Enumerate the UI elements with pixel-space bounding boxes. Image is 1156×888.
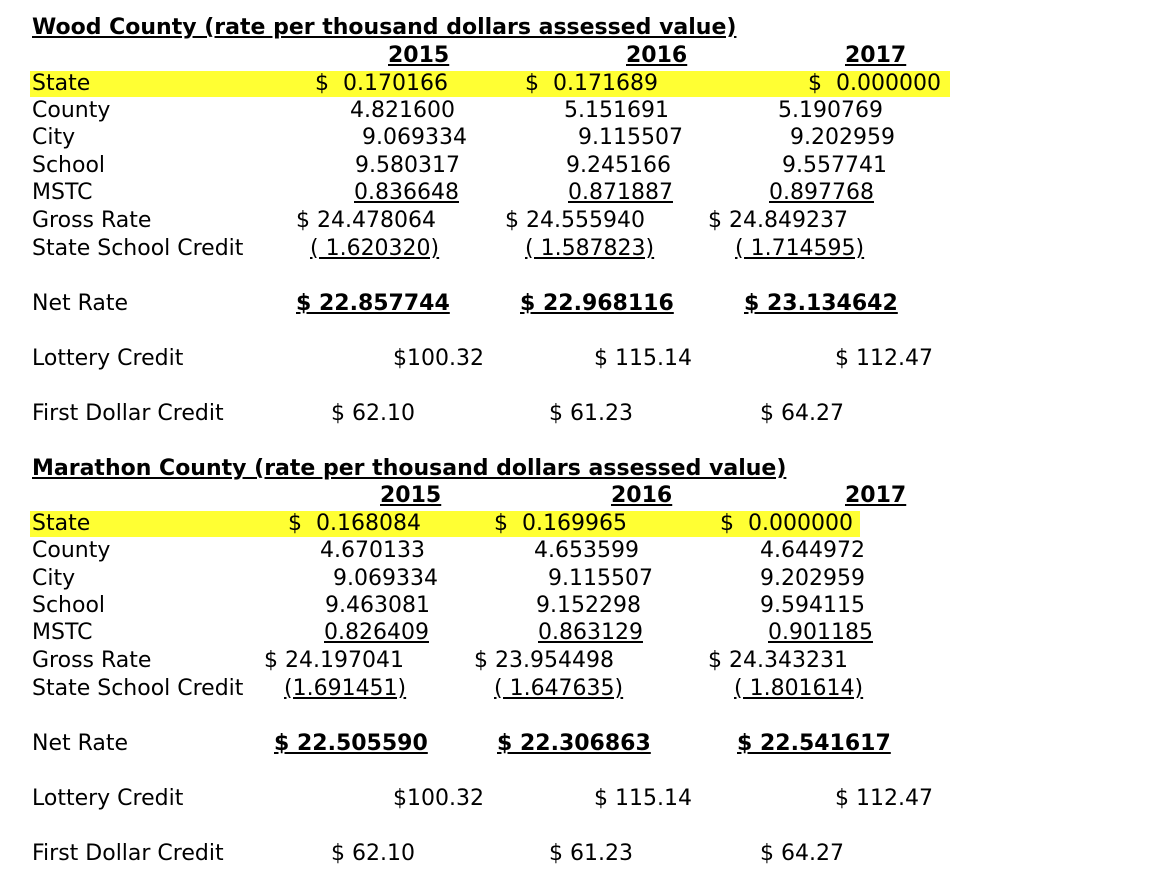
marathon-credit-2016: ( 1.647635): [494, 676, 624, 701]
marathon-city-2015: 9.069334: [333, 566, 438, 591]
wood-gross-label: Gross Rate: [32, 208, 152, 233]
wood-first-dollar-2017: $ 64.27: [760, 401, 844, 426]
wood-gross-2015: $ 24.478064: [296, 208, 436, 233]
wood-state-2017: $ 0.000000: [808, 71, 941, 96]
marathon-gross-label: Gross Rate: [32, 648, 152, 673]
wood-first-dollar-2016: $ 61.23: [549, 401, 633, 426]
wood-city-2017: 9.202959: [790, 125, 895, 150]
marathon-lottery-label: Lottery Credit: [32, 786, 184, 811]
marathon-year-2017: 2017: [845, 483, 907, 508]
wood-credit-label: State School Credit: [32, 236, 244, 261]
wood-city-2016: 9.115507: [578, 125, 683, 150]
marathon-state-label: State: [32, 511, 91, 536]
wood-city-label: City: [32, 125, 76, 150]
marathon-city-2017: 9.202959: [760, 566, 865, 591]
marathon-city-label: City: [32, 566, 76, 591]
marathon-school-2016: 9.152298: [536, 593, 641, 618]
marathon-gross-2015: $ 24.197041: [264, 648, 404, 673]
marathon-county-2016: 4.653599: [534, 538, 639, 563]
wood-county-2016: 5.151691: [564, 98, 669, 123]
marathon-gross-2016: $ 23.954498: [474, 648, 614, 673]
wood-title: Wood County (rate per thousand dollars a…: [32, 15, 737, 40]
marathon-credit-2017: ( 1.801614): [734, 676, 864, 701]
marathon-credit-label: State School Credit: [32, 676, 244, 701]
wood-net-label: Net Rate: [32, 291, 129, 316]
marathon-state-2017: $ 0.000000: [720, 511, 853, 536]
wood-gross-2017: $ 24.849237: [708, 208, 848, 233]
marathon-state-2016: $ 0.169965: [494, 511, 627, 536]
wood-gross-2016: $ 24.555940: [505, 208, 645, 233]
marathon-school-label: School: [32, 593, 106, 618]
marathon-mstc-2017: 0.901185: [768, 620, 873, 645]
wood-year-2016: 2016: [626, 43, 688, 68]
wood-credit-2015: ( 1.620320): [310, 236, 440, 261]
wood-lottery-2016: $ 115.14: [594, 346, 692, 371]
wood-net-2015: $ 22.857744: [296, 291, 450, 316]
wood-net-2016: $ 22.968116: [520, 291, 674, 316]
marathon-school-2015: 9.463081: [325, 593, 430, 618]
wood-lottery-label: Lottery Credit: [32, 346, 184, 371]
wood-state-2015: $ 0.170166: [315, 71, 448, 96]
marathon-first-dollar-2016: $ 61.23: [549, 841, 633, 866]
marathon-mstc-label: MSTC: [32, 620, 93, 645]
marathon-lottery-2015: $100.32: [393, 786, 484, 811]
wood-school-2017: 9.557741: [782, 153, 887, 178]
marathon-title: Marathon County (rate per thousand dolla…: [32, 456, 787, 481]
marathon-lottery-2016: $ 115.14: [594, 786, 692, 811]
marathon-net-2017: $ 22.541617: [737, 731, 891, 756]
marathon-year-2015: 2015: [380, 483, 442, 508]
marathon-lottery-2017: $ 112.47: [835, 786, 933, 811]
marathon-state-highlight: [30, 511, 860, 537]
wood-county-label: County: [32, 98, 111, 123]
marathon-net-2015: $ 22.505590: [274, 731, 428, 756]
wood-state-2016: $ 0.171689: [525, 71, 658, 96]
marathon-year-2016: 2016: [611, 483, 673, 508]
wood-year-2015: 2015: [388, 43, 450, 68]
marathon-county-2015: 4.670133: [320, 538, 425, 563]
wood-first-dollar-2015: $ 62.10: [331, 401, 415, 426]
marathon-first-dollar-2017: $ 64.27: [760, 841, 844, 866]
marathon-state-2015: $ 0.168084: [288, 511, 421, 536]
wood-state-label: State: [32, 71, 91, 96]
wood-city-2015: 9.069334: [362, 125, 467, 150]
wood-mstc-2015: 0.836648: [354, 180, 459, 205]
wood-school-2015: 9.580317: [355, 153, 460, 178]
wood-credit-2017: ( 1.714595): [735, 236, 865, 261]
marathon-gross-2017: $ 24.343231: [708, 648, 848, 673]
marathon-county-2017: 4.644972: [760, 538, 865, 563]
wood-mstc-label: MSTC: [32, 180, 93, 205]
wood-mstc-2016: 0.871887: [568, 180, 673, 205]
marathon-first-dollar-label: First Dollar Credit: [32, 841, 224, 866]
wood-net-2017: $ 23.134642: [744, 291, 898, 316]
marathon-net-2016: $ 22.306863: [497, 731, 651, 756]
marathon-mstc-2016: 0.863129: [538, 620, 643, 645]
wood-school-2016: 9.245166: [566, 153, 671, 178]
wood-lottery-2015: $100.32: [393, 346, 484, 371]
marathon-school-2017: 9.594115: [760, 593, 865, 618]
marathon-county-label: County: [32, 538, 111, 563]
wood-state-highlight: [30, 71, 950, 97]
wood-first-dollar-label: First Dollar Credit: [32, 401, 224, 426]
marathon-credit-2015: (1.691451): [284, 676, 407, 701]
wood-county-2017: 5.190769: [778, 98, 883, 123]
marathon-mstc-2015: 0.826409: [324, 620, 429, 645]
wood-school-label: School: [32, 153, 106, 178]
wood-county-2015: 4.821600: [350, 98, 455, 123]
marathon-city-2016: 9.115507: [548, 566, 653, 591]
marathon-net-label: Net Rate: [32, 731, 129, 756]
wood-year-2017: 2017: [845, 43, 907, 68]
wood-mstc-2017: 0.897768: [769, 180, 874, 205]
wood-credit-2016: ( 1.587823): [525, 236, 655, 261]
wood-lottery-2017: $ 112.47: [835, 346, 933, 371]
marathon-first-dollar-2015: $ 62.10: [331, 841, 415, 866]
